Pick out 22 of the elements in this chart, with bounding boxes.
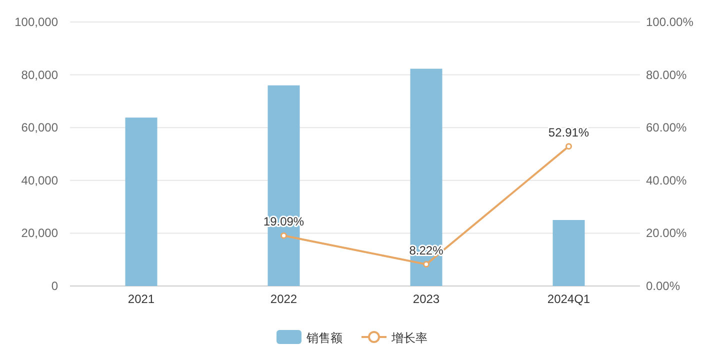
legend-label: 销售额 [306,331,342,345]
point [280,232,287,239]
y2-tick-label: 40.00% [646,173,688,188]
y2-tick-label: 60.00% [646,120,688,135]
y-tick-label: 20,000 [21,226,58,240]
x-tick-label: 2021 [128,292,155,306]
point [566,143,572,150]
y-tick-label: 0 [51,279,58,293]
y-tick-label: 100,000 [14,15,58,29]
y-tick-label: 40,000 [21,173,58,188]
y2-tick-label: 80.00% [646,68,688,82]
y2-tick-label: 0.00% [646,279,680,293]
y-tick-label: 60,000 [21,120,58,135]
x-tick-label: 2024Q1 [547,292,590,306]
legend-label: 增长率 [390,331,428,345]
point [423,261,430,268]
y-tick-label: 80,000 [21,68,58,82]
y2-tick-label: 20.00% [646,226,688,240]
data-label: 52.91% [548,125,590,140]
x-tick-label: 2023 [412,292,440,306]
y2-tick-label: 100.00% [646,15,694,29]
x-tick-label: 2022 [270,292,298,306]
